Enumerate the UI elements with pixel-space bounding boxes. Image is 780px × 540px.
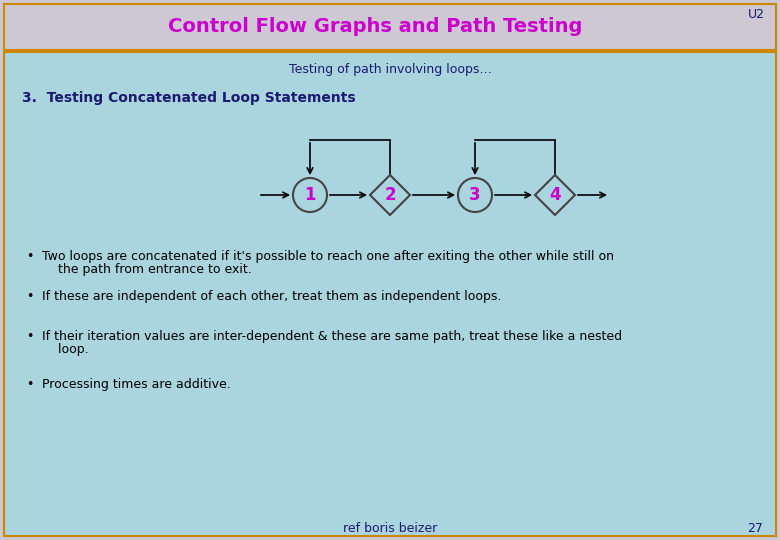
Text: 1: 1: [304, 186, 316, 204]
Text: the path from entrance to exit.: the path from entrance to exit.: [42, 263, 252, 276]
Text: •: •: [27, 378, 34, 391]
Text: 2: 2: [385, 186, 395, 204]
Text: •: •: [27, 250, 34, 263]
FancyBboxPatch shape: [4, 52, 776, 536]
Text: 3.  Testing Concatenated Loop Statements: 3. Testing Concatenated Loop Statements: [22, 91, 356, 105]
Text: ref boris beizer: ref boris beizer: [343, 522, 437, 535]
Text: loop.: loop.: [42, 343, 89, 356]
Text: •: •: [27, 290, 34, 303]
Text: U2: U2: [748, 8, 765, 21]
Text: •: •: [27, 330, 34, 343]
Text: 4: 4: [549, 186, 561, 204]
Polygon shape: [370, 175, 410, 215]
Text: 27: 27: [747, 522, 763, 535]
Text: If these are independent of each other, treat them as independent loops.: If these are independent of each other, …: [42, 290, 502, 303]
Text: Two loops are concatenated if it's possible to reach one after exiting the other: Two loops are concatenated if it's possi…: [42, 250, 614, 263]
Text: Processing times are additive.: Processing times are additive.: [42, 378, 231, 391]
Text: 3: 3: [470, 186, 480, 204]
FancyBboxPatch shape: [4, 4, 776, 50]
Polygon shape: [535, 175, 575, 215]
Text: Control Flow Graphs and Path Testing: Control Flow Graphs and Path Testing: [168, 17, 582, 37]
Circle shape: [293, 178, 327, 212]
Text: If their iteration values are inter-dependent & these are same path, treat these: If their iteration values are inter-depe…: [42, 330, 622, 343]
Circle shape: [458, 178, 492, 212]
Text: Testing of path involving loops…: Testing of path involving loops…: [289, 64, 491, 77]
